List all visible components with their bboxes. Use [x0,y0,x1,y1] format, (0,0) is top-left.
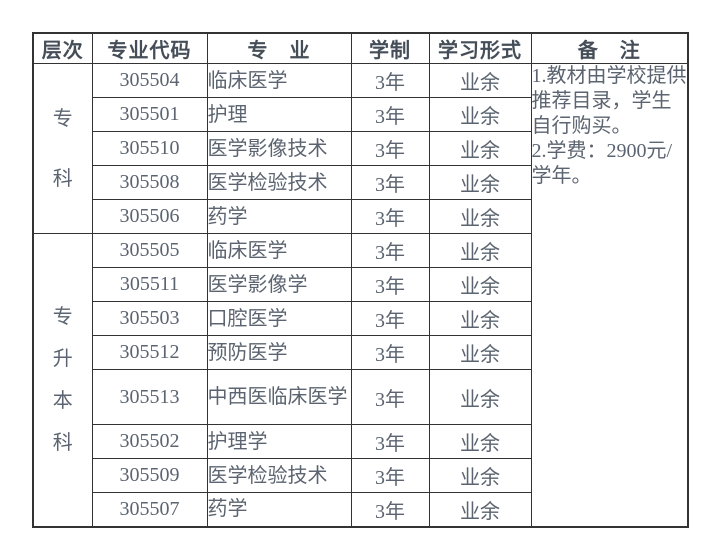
duration-cell: 3年 [350,424,430,459]
code-cell: 305513 [91,369,208,425]
form-cell: 业余 [428,233,532,268]
major-cell: 医学检验技术 [206,458,352,493]
major-cell: 临床医学 [206,233,352,268]
form-cell: 业余 [428,63,532,98]
code-cell: 305512 [91,335,208,370]
duration-cell: 3年 [350,267,430,302]
level-char: 科 [52,431,73,454]
code-cell: 305509 [91,458,208,493]
header-major: 专 业 [206,32,352,64]
header-level: 层次 [32,32,93,64]
table-header-row: 层次 专业代码 专 业 学制 学习形式 备 注 [32,32,689,64]
major-cell: 护理 [206,97,352,132]
form-cell: 业余 [428,97,532,132]
code-cell: 305507 [91,492,208,527]
table-row: 305501 护理 3年 业余 [33,97,688,132]
code-cell: 305511 [91,267,208,302]
header-remarks: 备 注 [530,32,689,64]
major-cell: 预防医学 [206,335,352,370]
code-cell: 305502 [91,424,208,459]
level-char: 专 [52,107,73,130]
duration-cell: 3年 [350,131,430,166]
table-row: 305506 药学 3年 业余 [33,199,688,234]
header-duration: 学制 [350,32,430,64]
header-major-code: 专业代码 [91,32,208,64]
table-row: 305509 医学检验技术 3年 业余 [33,458,688,493]
level-cell-zhuanshengbenke: 专 升 本 科 [32,233,93,527]
code-cell: 305510 [91,131,208,166]
duration-cell: 3年 [350,63,430,98]
table-row: 305510 医学影像技术 3年 业余 [33,131,688,166]
table-row: 305513 中西医临床医学 3年 业余 [33,369,688,425]
table-row: 专 升 本 科 305505 临床医学 3年 业余 [32,233,688,527]
level-char: 科 [52,167,73,190]
major-cell: 药学 [206,492,352,527]
level-char: 本 [52,389,73,412]
level-cell-zhuanke: 专 科 [32,63,93,234]
level-stack: 专 科 [34,107,91,190]
duration-cell: 3年 [350,199,430,234]
form-cell: 业余 [428,301,532,336]
form-cell: 业余 [428,369,532,425]
level-char: 升 [52,347,73,370]
major-cell: 口腔医学 [206,301,352,336]
duration-cell: 3年 [350,335,430,370]
duration-cell: 3年 [350,233,430,268]
header-study-form: 学习形式 [428,32,532,64]
table-row: 305503 口腔医学 3年 业余 [33,301,688,336]
form-cell: 业余 [428,335,532,370]
code-cell: 305506 [91,199,208,234]
major-cell: 医学影像学 [206,267,352,302]
program-table: 层次 专业代码 专 业 学制 学习形式 备 注 专 科 305504 临床医学 … [32,32,689,528]
duration-cell: 3年 [350,97,430,132]
code-cell: 305503 [91,301,208,336]
code-cell: 305504 [91,63,208,98]
major-cell: 药学 [206,199,352,234]
duration-cell: 3年 [350,458,430,493]
code-cell: 305501 [91,97,208,132]
level-stack: 专 升 本 科 [34,305,91,454]
remarks-cell: 1.教材由学校提供推荐目录，学生自行购买。 2.学费：2900元/学年。 [530,63,689,527]
major-cell: 护理学 [206,424,352,459]
duration-cell: 3年 [350,165,430,200]
major-cell: 医学检验技术 [206,165,352,200]
remark-line-1: 1.教材由学校提供推荐目录，学生自行购买。 [531,65,687,137]
table-row: 305508 医学检验技术 3年 业余 [33,165,688,200]
form-cell: 业余 [428,267,532,302]
code-cell: 305505 [91,233,208,268]
code-cell: 305508 [91,165,208,200]
duration-cell: 3年 [350,301,430,336]
table-row: 305507 药学 3年 业余 [33,492,688,527]
duration-cell: 3年 [350,492,430,527]
remark-line-2: 2.学费：2900元/学年。 [531,140,673,187]
major-cell: 中西医临床医学 [206,369,352,425]
form-cell: 业余 [428,492,532,527]
duration-cell: 3年 [350,369,430,425]
table-row: 305512 预防医学 3年 业余 [33,335,688,370]
table-row: 专 科 305504 临床医学 3年 业余 1.教材由学校提供推荐目录，学生自行… [32,63,689,527]
major-cell: 临床医学 [206,63,352,98]
form-cell: 业余 [428,165,532,200]
form-cell: 业余 [428,424,532,459]
major-cell: 医学影像技术 [206,131,352,166]
level-char: 专 [52,305,73,328]
form-cell: 业余 [428,199,532,234]
form-cell: 业余 [428,458,532,493]
form-cell: 业余 [428,131,532,166]
